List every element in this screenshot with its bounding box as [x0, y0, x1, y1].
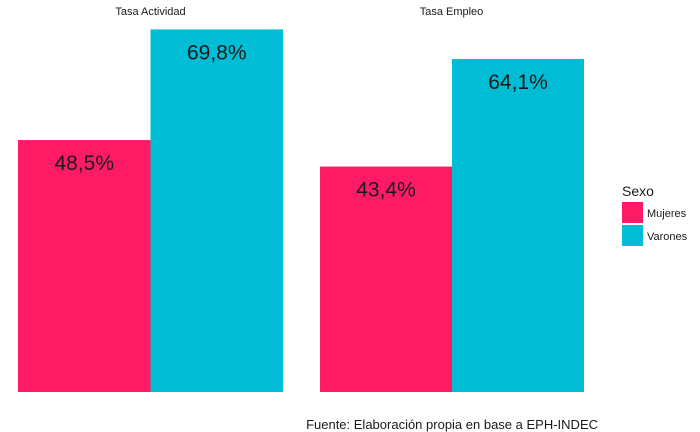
bar-label-tasa-actividad-varones: 69,8% — [187, 41, 247, 64]
legend-title: Sexo — [622, 183, 654, 199]
legend: Sexo Mujeres Varones — [622, 183, 688, 246]
bar-tasa-actividad-varones — [150, 29, 283, 393]
bars-panel-1: 48,5% 69,8% — [18, 29, 283, 393]
legend-label-varones: Varones — [647, 231, 688, 243]
panel-tasa-empleo: Tasa Empleo 43,4% 64,1% — [320, 6, 584, 393]
panel-tasa-actividad: Tasa Actividad 48,5% 69,8% — [18, 6, 283, 393]
legend-label-mujeres: Mujeres — [647, 208, 687, 220]
bar-label-tasa-empleo-varones: 64,1% — [488, 71, 548, 94]
panel-title-tasa-empleo: Tasa Empleo — [420, 6, 484, 18]
bar-tasa-empleo-varones — [452, 59, 584, 393]
bar-tasa-actividad-mujeres — [18, 140, 151, 392]
bar-label-tasa-actividad-mujeres: 48,5% — [54, 152, 114, 175]
bars-panel-2: 43,4% 64,1% — [320, 59, 584, 393]
bar-label-tasa-empleo-mujeres: 43,4% — [356, 179, 416, 202]
legend-key-varones — [622, 225, 643, 246]
chart-caption: Fuente: Elaboración propia en base a EPH… — [306, 417, 598, 432]
bar-tasa-empleo-mujeres — [320, 166, 452, 392]
panel-title-tasa-actividad: Tasa Actividad — [115, 6, 185, 18]
legend-key-mujeres — [622, 202, 643, 223]
